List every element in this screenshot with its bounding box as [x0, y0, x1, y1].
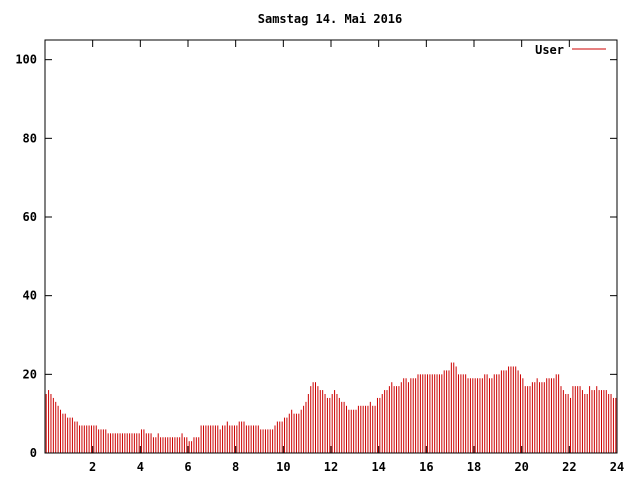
x-tick-label: 16: [419, 460, 433, 474]
x-tick-label: 24: [610, 460, 624, 474]
y-tick-label: 20: [23, 367, 37, 381]
x-tick-label: 4: [137, 460, 144, 474]
y-tick-label: 100: [15, 53, 37, 67]
x-tick-label: 10: [276, 460, 290, 474]
x-tick-label: 18: [467, 460, 481, 474]
x-tick-label: 12: [324, 460, 338, 474]
y-tick-label: 80: [23, 131, 37, 145]
bar-series-user: [45, 362, 617, 453]
y-tick-label: 60: [23, 210, 37, 224]
legend-label-user: User: [535, 43, 564, 57]
chart-title: Samstag 14. Mai 2016: [258, 12, 403, 26]
y-tick-label: 40: [23, 289, 37, 303]
x-tick-label: 20: [514, 460, 528, 474]
x-tick-label: 6: [184, 460, 191, 474]
y-axis: 0 20 40 60 80 100: [15, 53, 617, 460]
legend: User: [535, 43, 606, 57]
x-axis: 2 4 6 8 10 12 14 16 18 20 22 24: [89, 40, 624, 474]
x-tick-label: 2: [89, 460, 96, 474]
x-tick-label: 22: [562, 460, 576, 474]
y-tick-label: 0: [30, 446, 37, 460]
x-tick-label: 8: [232, 460, 239, 474]
x-tick-label: 14: [371, 460, 385, 474]
plot-frame: [44, 39, 618, 454]
